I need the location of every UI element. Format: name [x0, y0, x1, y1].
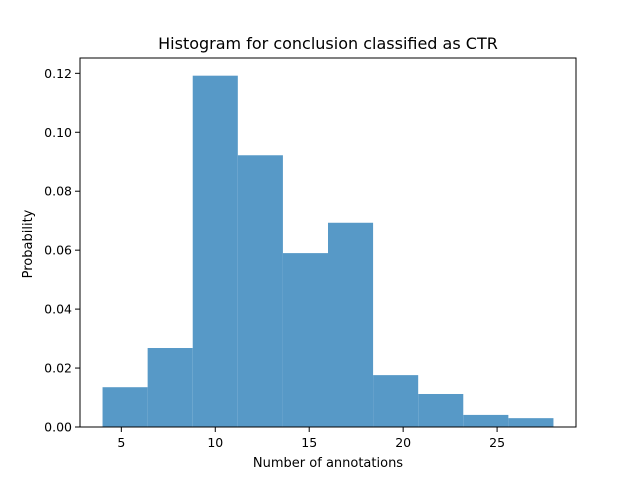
y-tick-label: 0.10: [44, 125, 72, 140]
histogram-bar: [282, 253, 328, 427]
plot-frame: [79, 57, 577, 428]
histogram-bar: [508, 418, 554, 427]
histogram-bar: [147, 348, 193, 427]
x-axis-label: Number of annotations: [253, 456, 403, 471]
histogram-bar: [328, 222, 374, 427]
y-tick-label: 0.12: [44, 66, 72, 81]
x-tick-label: 10: [207, 435, 223, 450]
y-tick-label: 0.02: [44, 361, 72, 376]
y-tick-label: 0.04: [44, 302, 72, 317]
chart-title: Histogram for conclusion classified as C…: [158, 34, 498, 53]
x-tick-label: 5: [117, 435, 125, 450]
histogram-bar: [237, 155, 283, 427]
y-tick-label: 0.08: [44, 184, 72, 199]
histogram-bar: [192, 75, 238, 427]
y-axis-ticks: 0.00 0.02 0.04 0.06 0.08 0.10 0.12: [44, 66, 80, 435]
x-tick-label: 15: [301, 435, 317, 450]
y-axis-label: Probability: [21, 209, 36, 278]
histogram-bar: [373, 375, 419, 427]
histogram-bar: [102, 387, 148, 427]
x-tick-label: 20: [395, 435, 411, 450]
histogram-bar: [463, 414, 509, 427]
y-tick-label: 0.06: [44, 243, 72, 258]
histogram-bar: [418, 393, 464, 427]
x-tick-label: 25: [489, 435, 505, 450]
bars-group: [102, 75, 554, 427]
y-tick-label: 0.00: [44, 420, 72, 435]
x-axis-ticks: 5 10 15 20 25: [117, 427, 505, 450]
